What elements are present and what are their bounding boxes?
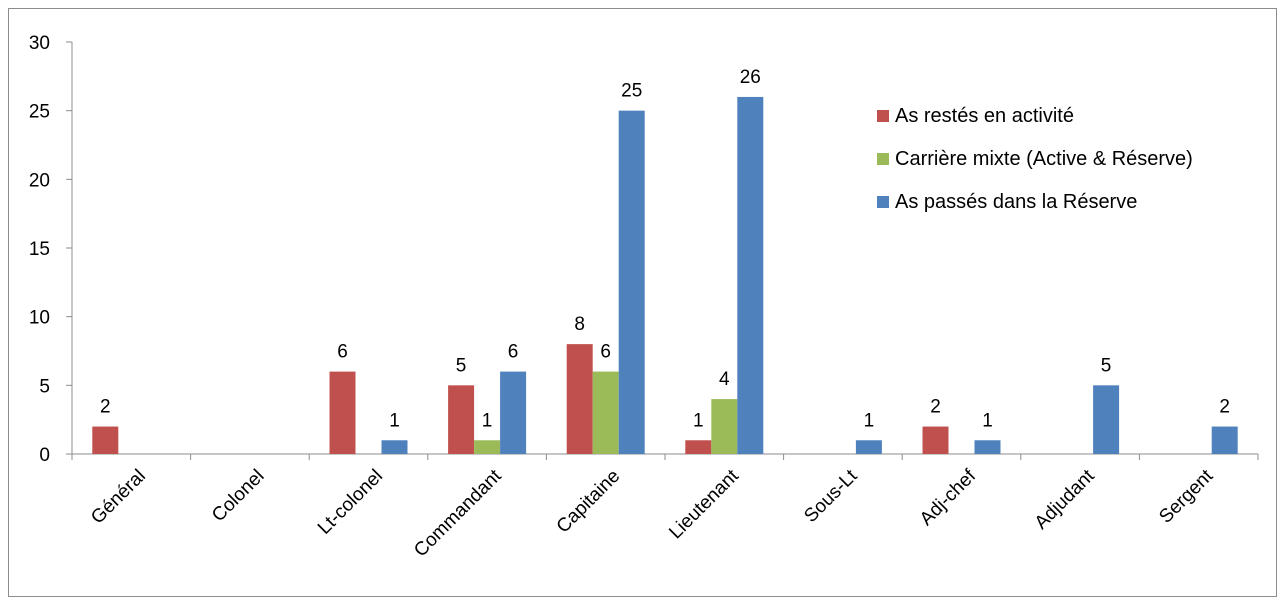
bar-as-restes-en-activit-general (92, 426, 119, 454)
data-label-as-passes-dans-la-re-commandant: 6 (508, 342, 519, 363)
y-tick-label: 30 (29, 33, 50, 54)
y-tick-label: 15 (29, 239, 50, 260)
x-tick-label-adjudant: Adjudant (1031, 465, 1099, 533)
bar-as-passes-dans-la-re-lieutenant (737, 96, 764, 454)
y-tick-label: 10 (29, 308, 50, 329)
data-label-carriere-mixte-activ-capitaine: 6 (600, 342, 611, 363)
y-tick-label: 5 (39, 376, 50, 397)
bar-carriere-mixte-activ-capitaine (592, 371, 619, 454)
data-label-as-restes-en-activit-capitaine: 8 (574, 314, 585, 335)
data-label-as-restes-en-activit-commandant: 5 (456, 355, 467, 376)
bar-as-passes-dans-la-re-adj-chef (974, 440, 1001, 454)
legend-item-as-restes: As restés en activité (877, 104, 1074, 128)
bar-carriere-mixte-activ-lieutenant (711, 399, 738, 454)
data-label-as-restes-en-activit-general: 2 (100, 397, 111, 418)
y-tick-label: 25 (29, 102, 50, 123)
x-tick-label-general: Général (87, 466, 150, 529)
bar-as-passes-dans-la-re-adjudant (1093, 385, 1120, 454)
bar-as-passes-dans-la-re-sergent (1211, 426, 1238, 454)
x-tick-label-lieutenant: Lieutenant (665, 465, 743, 543)
data-label-as-passes-dans-la-re-sous-lt: 1 (864, 410, 875, 431)
bar-as-restes-en-activit-adj-chef (922, 426, 949, 454)
x-tick-label-sergent: Sergent (1155, 465, 1217, 527)
x-tick-label-colonel: Colonel (208, 466, 268, 526)
bar-as-passes-dans-la-re-commandant (500, 371, 527, 454)
legend-item-as-passes: As passés dans la Réserve (877, 190, 1137, 214)
data-label-as-passes-dans-la-re-adjudant: 5 (1101, 355, 1112, 376)
bar-carriere-mixte-activ-commandant (474, 440, 501, 454)
data-label-as-passes-dans-la-re-lt-colonel: 1 (389, 410, 400, 431)
x-tick-label-capitaine: Capitaine (553, 466, 625, 538)
data-label-as-passes-dans-la-re-capitaine: 25 (621, 81, 642, 102)
data-label-as-passes-dans-la-re-sergent: 2 (1219, 397, 1230, 418)
legend-swatch-carriere-mixte (877, 153, 889, 165)
bar-as-restes-en-activit-capitaine (566, 344, 593, 454)
data-label-as-passes-dans-la-re-lieutenant: 26 (740, 67, 761, 88)
bar-as-restes-en-activit-lt-colonel (329, 371, 356, 454)
data-label-as-passes-dans-la-re-adj-chef: 1 (982, 410, 993, 431)
x-tick-label-lt-colonel: Lt-colonel (314, 466, 387, 539)
x-tick-label-commandant: Commandant (410, 465, 506, 561)
legend-swatch-as-restes (877, 110, 889, 122)
data-label-carriere-mixte-activ-lieutenant: 4 (719, 369, 730, 390)
bar-as-restes-en-activit-lieutenant (685, 440, 712, 454)
data-label-carriere-mixte-activ-commandant: 1 (482, 410, 493, 431)
data-label-as-restes-en-activit-lt-colonel: 6 (337, 342, 348, 363)
y-tick-label: 0 (39, 445, 50, 466)
bar-as-passes-dans-la-re-sous-lt (855, 440, 882, 454)
axes (66, 41, 1259, 460)
legend-item-carriere-mixte: Carrière mixte (Active & Réserve) (877, 147, 1193, 171)
bar-as-passes-dans-la-re-capitaine (618, 110, 645, 455)
legend-label-carriere-mixte: Carrière mixte (Active & Réserve) (895, 148, 1193, 170)
legend-label-as-restes: As restés en activité (895, 105, 1074, 127)
data-label-as-restes-en-activit-adj-chef: 2 (930, 397, 941, 418)
data-label-as-restes-en-activit-lieutenant: 1 (693, 410, 704, 431)
bar-as-passes-dans-la-re-lt-colonel (381, 440, 408, 454)
bars (92, 96, 1238, 455)
x-tick-label-adj-chef: Adj-chef (916, 465, 981, 530)
x-tick-label-sous-lt: Sous-Lt (800, 465, 862, 527)
legend-label-as-passes: As passés dans la Réserve (895, 191, 1138, 213)
legend-swatch-as-passes (877, 196, 889, 208)
y-tick-label: 20 (29, 170, 50, 191)
bar-as-restes-en-activit-commandant (448, 385, 475, 454)
